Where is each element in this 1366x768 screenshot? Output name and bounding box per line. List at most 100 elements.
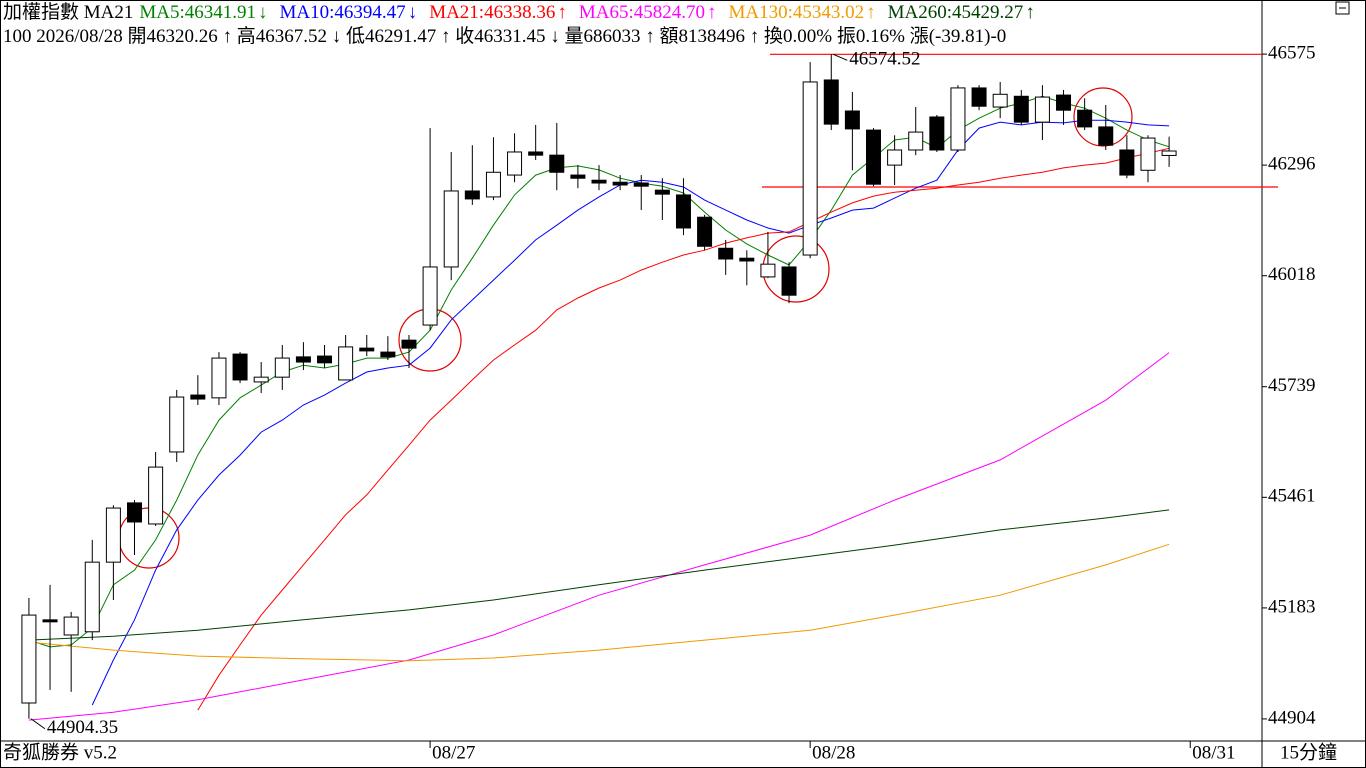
legend-arrow: ↑ [707, 2, 717, 23]
candle-body [169, 396, 185, 453]
info-text: 100 2026/08/28 開46320.26 ↑ 高46367.52 ↓ 低… [3, 26, 1007, 47]
candle-body [148, 466, 164, 525]
candle-body [1013, 95, 1029, 123]
candle-body [971, 87, 987, 107]
ma-line [91, 119, 1170, 706]
candle-body [844, 110, 860, 130]
legend-label: MA130:45343.02 [728, 2, 865, 23]
highlight-circle [1073, 87, 1133, 147]
candle-body [295, 356, 311, 363]
candle-body [1056, 94, 1072, 111]
y-tick-label: 44904 [1268, 707, 1316, 728]
ma-line [28, 543, 1170, 662]
legend-arrow: ↓ [258, 2, 268, 23]
candle-body [612, 181, 628, 186]
candles [21, 54, 1177, 719]
y-tick-label: 45183 [1268, 596, 1316, 617]
candle-body [253, 376, 269, 383]
candle-body [1034, 96, 1050, 123]
candle-body [1119, 149, 1135, 176]
legend-entry: MA260:45429.27 ↑ [888, 2, 1041, 23]
candle-body [675, 194, 691, 229]
candle-body [274, 357, 290, 378]
legend-arrow: ↑ [557, 2, 567, 23]
legend-label: MA260:45429.27 [887, 2, 1024, 23]
app-name: 奇狐勝券 v5.2 [3, 741, 117, 763]
candle-body [929, 116, 945, 151]
candle-body [697, 216, 713, 247]
legend-entry: MA10:46394.47 ↓ [280, 2, 424, 23]
candle-body [1077, 109, 1093, 128]
candle-body [126, 502, 142, 523]
x-tick-label: 08/31 [1192, 742, 1235, 763]
candle-body [359, 347, 375, 352]
annotation: 46574.52 [849, 49, 920, 70]
candle-body [528, 151, 544, 156]
annotation: 44904.35 [47, 717, 118, 738]
chart-title: 加權指數 MA21 [3, 2, 134, 23]
annotation-pointer [30, 718, 46, 730]
candle-body [211, 357, 227, 399]
ma-line [28, 352, 1170, 721]
candle-body [802, 81, 818, 256]
legend-label: MA10:46394.47 [279, 2, 406, 23]
candle-body [654, 189, 670, 195]
candle-body [21, 614, 37, 704]
candle-body [950, 87, 966, 151]
candle-body [823, 79, 839, 125]
candle-body [338, 346, 354, 381]
candle-body [464, 190, 480, 200]
candle-body [549, 154, 565, 173]
candle-body [42, 619, 58, 623]
legend-entry: MA5:46341.91 ↓ [139, 2, 273, 23]
candle-body [105, 507, 121, 563]
candle-body [718, 247, 734, 260]
legend-arrow: ↑ [866, 2, 876, 23]
y-tick-label: 46296 [1268, 153, 1316, 174]
candle-body [84, 561, 100, 633]
x-tick-label: 08/27 [432, 742, 475, 763]
legend-label: MA21:46338.36 [429, 2, 556, 23]
legend-entry: MA65:45824.70 ↑ [579, 2, 723, 23]
ma-line [197, 147, 1170, 711]
y-tick-label: 45461 [1268, 486, 1316, 507]
candle-body [380, 351, 396, 358]
legend-entry: MA21:46338.36 ↑ [429, 2, 573, 23]
legend-label: MA65:45824.70 [578, 2, 705, 23]
candle-body [887, 149, 903, 166]
legend-label: MA5:46341.91 [139, 2, 257, 23]
legend-entry: MA130:45343.02 ↑ [729, 2, 882, 23]
candle-body [1161, 150, 1177, 156]
candle-body [190, 394, 206, 400]
candle-body [633, 182, 649, 187]
candle-body [865, 129, 881, 185]
y-tick-label: 46575 [1268, 42, 1316, 63]
period: 15分鐘 [1280, 741, 1337, 763]
legend-arrow: ↓ [407, 2, 418, 23]
candle-body [739, 257, 755, 262]
candle-body [781, 266, 797, 296]
annotation-pointer [833, 53, 848, 61]
candle-body [1098, 126, 1114, 146]
info-line: 100 2026/08/28 開46320.26 ↑ 高46367.52 ↓ 低… [3, 25, 1279, 49]
candle-body [401, 339, 417, 349]
legend-arrow: ↑ [1025, 2, 1035, 23]
candle-body [908, 131, 924, 151]
candle-body [63, 616, 79, 636]
ma-lines [28, 95, 1170, 721]
candle-body [422, 266, 438, 326]
candle-body [443, 190, 459, 268]
candle-body [760, 263, 776, 278]
candle-body [507, 151, 523, 176]
candle-body [317, 355, 333, 364]
y-tick-label: 45739 [1268, 375, 1316, 396]
candle-body [485, 171, 501, 198]
candle-body [591, 179, 607, 184]
candle-body [570, 174, 586, 179]
candle-body [992, 93, 1008, 108]
ma-line [28, 509, 1170, 641]
y-tick-label: 46018 [1268, 264, 1316, 285]
